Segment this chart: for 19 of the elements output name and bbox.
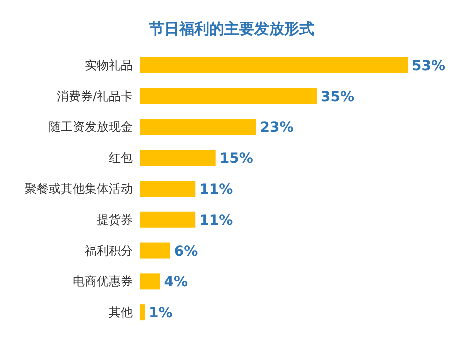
data-label: 6% xyxy=(174,244,198,260)
data-label: 15% xyxy=(220,151,254,168)
y-tick-label: 福利积分 xyxy=(85,244,133,258)
y-tick-label: 实物礼品 xyxy=(85,58,133,72)
data-label: 53% xyxy=(412,58,446,74)
y-tick-label: 其他 xyxy=(109,306,133,320)
data-label: 11% xyxy=(200,182,234,198)
y-tick-label: 随工资发放现金 xyxy=(49,120,133,134)
title: 节日福利的主要发放形式 xyxy=(150,20,314,38)
y-tick-label: 聚餐或其他集体活动 xyxy=(25,182,133,196)
y-tick-label: 提货券 xyxy=(97,212,133,227)
data-label: 1% xyxy=(149,306,173,322)
data-label: 11% xyxy=(200,212,234,229)
data-label: 4% xyxy=(164,274,188,291)
data-label: 23% xyxy=(260,120,294,136)
y-tick-label: 红包 xyxy=(109,151,133,166)
y-tick-label: 电商优惠券 xyxy=(73,274,133,289)
data-label: 35% xyxy=(320,89,354,106)
y-tick-label: 消费券/礼品卡 xyxy=(56,89,133,104)
